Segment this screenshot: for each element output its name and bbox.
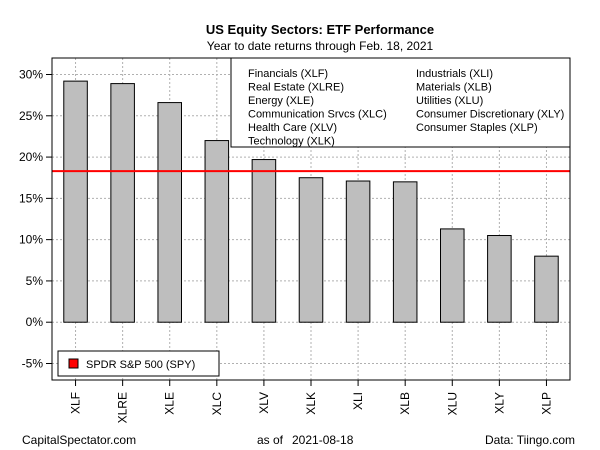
sector-legend-entry: Industrials (XLI) — [416, 68, 493, 80]
bars — [63, 80, 559, 323]
bar-xlk — [298, 177, 324, 323]
sector-legend-entry: Utilities (XLU) — [416, 95, 483, 107]
x-tick-label: XLV — [257, 392, 271, 414]
y-tick-label: 20% — [19, 150, 43, 164]
spy-legend-swatch — [68, 358, 79, 369]
x-tick-label: XLB — [398, 392, 412, 415]
x-tick-label: XLU — [445, 392, 459, 415]
sector-legend: Financials (XLF) Real Estate (XLRE)Energy… — [230, 57, 571, 148]
reference-legend: SPDR S&P 500 (SPY) — [57, 350, 220, 377]
y-tick-label: 5% — [26, 274, 44, 288]
x-tick-label: XLE — [163, 392, 177, 415]
sector-legend-entry: Materials (XLB) — [416, 82, 492, 94]
y-tick-label: 0% — [26, 315, 44, 329]
footer-as-of-date: 2021-08-18 — [292, 433, 354, 447]
x-tick-label: XLP — [539, 392, 553, 415]
x-axis: XLF XLRE XLE XLC XLV XLK XLI XLB XLU XLY XLP — [69, 380, 553, 423]
sector-legend-entry: Energy (XLE) — [248, 95, 314, 107]
sector-legend-entry: Health Care (XLV) — [248, 122, 337, 134]
y-tick-label: 25% — [19, 109, 43, 123]
bar-xlf — [63, 80, 88, 323]
bar-xli — [345, 180, 371, 323]
footer-source-left: CapitalSpectator.com — [22, 433, 136, 447]
x-tick-label: XLF — [69, 392, 83, 414]
y-tick-label: 15% — [19, 191, 43, 205]
bar-xlu — [440, 228, 465, 323]
bar-xlc — [204, 140, 230, 323]
sector-legend-entry: Financials (XLF) — [248, 68, 328, 80]
sector-legend-entry: Real Estate (XLRE) — [248, 82, 344, 94]
y-tick-label: 30% — [19, 68, 43, 82]
sector-legend-box — [230, 57, 571, 148]
bar-xly — [487, 235, 512, 323]
y-tick-label: -5% — [22, 356, 44, 370]
footer-data-source: Data: Tiingo.com — [485, 433, 575, 447]
bar-xlb — [392, 181, 418, 323]
x-tick-label: XLI — [351, 392, 365, 410]
x-tick-label: XLK — [304, 392, 318, 415]
spy-legend-box — [57, 350, 220, 377]
footer-as-of-label: as of — [257, 433, 284, 447]
y-tick-label: 10% — [19, 233, 43, 247]
bar-xlv — [251, 159, 277, 323]
bar-xle — [157, 102, 182, 323]
bar-xlre — [110, 83, 135, 323]
sector-legend-entry: Technology (XLK) — [248, 136, 335, 148]
bar-xlp — [534, 255, 559, 323]
sector-legend-entry: Consumer Discretionary (XLY) — [416, 109, 564, 121]
x-tick-label: XLY — [492, 392, 506, 414]
x-tick-label: XLC — [210, 392, 224, 416]
x-tick-label: XLRE — [116, 392, 130, 423]
y-axis: -5% 0% 5% 10% 15% 20% 25% 30% — [19, 68, 52, 370]
spy-legend-label: SPDR S&P 500 (SPY) — [86, 359, 195, 371]
chart-subtitle: Year to date returns through Feb. 18, 20… — [207, 39, 434, 53]
sector-legend-entry: Communication Srvcs (XLC) — [248, 109, 387, 121]
sector-legend-entry: Consumer Staples (XLP) — [416, 122, 538, 134]
chart-title: US Equity Sectors: ETF Performance — [206, 22, 434, 37]
